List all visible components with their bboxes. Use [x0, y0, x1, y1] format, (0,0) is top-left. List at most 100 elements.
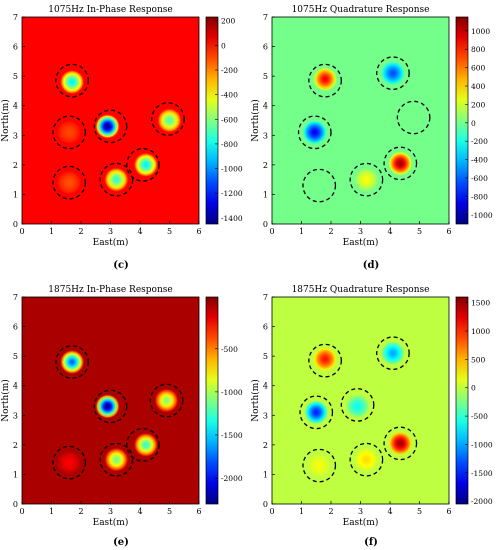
anomaly-blob: [387, 430, 413, 456]
anomaly-blob: [95, 394, 120, 419]
anomaly-blob: [302, 119, 328, 145]
chart-title: 1075Hz In-Phase Response: [48, 5, 172, 15]
x-axis-label: East(m): [93, 517, 129, 528]
y-tick-label: 5: [263, 352, 268, 361]
x-tick-label: 1: [299, 227, 304, 236]
y-axis-label: North(m): [250, 99, 261, 142]
anomaly-blob: [380, 60, 406, 86]
x-axis-label: East(m): [93, 237, 129, 248]
colorbar-tick-label: -200: [221, 66, 238, 75]
x-tick-label: 6: [446, 507, 451, 516]
y-tick-label: 3: [13, 411, 18, 420]
x-tick-label: 4: [137, 227, 142, 236]
anomaly-blob: [345, 394, 370, 419]
panel-label-f: (f): [364, 537, 378, 548]
target-outline-circle: [396, 100, 431, 135]
target-outline-circle: [52, 115, 87, 150]
target-outline-circle: [383, 426, 418, 461]
target-outline-circle: [297, 115, 332, 150]
colorbar-tick-label: -1400: [221, 214, 243, 223]
colorbar-tick-label: -1000: [221, 388, 243, 397]
colorbar-tick-label: 1500: [471, 299, 490, 308]
y-tick-label: 5: [13, 72, 18, 81]
y-tick-label: 0: [13, 500, 18, 509]
target-outline-circle: [299, 395, 334, 430]
y-tick-label: 2: [13, 161, 18, 170]
colorbar: [455, 16, 469, 225]
y-tick-label: 0: [263, 220, 268, 229]
x-tick-label: 3: [358, 227, 363, 236]
chart-panel-2: 0 1 2 3 4 5 6 0 1 2 3 4 5 6 7 1875Hz In-Phase Response E…: [0, 285, 243, 528]
x-tick-label: 2: [328, 507, 333, 516]
colorbar-tick-label: -1000: [471, 211, 493, 220]
colorbar-tick-label: -1500: [471, 469, 493, 478]
x-tick-label: 0: [19, 227, 24, 236]
anomaly-blob: [59, 69, 85, 95]
y-axis-label: North(m): [0, 99, 11, 142]
y-tick-label: 3: [13, 131, 18, 140]
target-outline-circle: [376, 56, 410, 91]
x-tick-label: 5: [417, 507, 422, 516]
y-tick-label: 3: [263, 131, 268, 140]
y-tick-label: 6: [263, 43, 268, 52]
y-tick-label: 1: [263, 470, 268, 479]
y-tick-label: 4: [13, 382, 18, 391]
y-tick-label: 1: [13, 190, 18, 199]
chart-title: 1875Hz In-Phase Response: [48, 285, 172, 295]
colorbar: [205, 16, 219, 225]
anomaly-blob: [59, 349, 85, 375]
y-tick-label: 0: [263, 500, 268, 509]
x-tick-label: 0: [269, 507, 274, 516]
plot-background: [272, 17, 449, 224]
x-tick-label: 5: [167, 227, 172, 236]
target-outline-circle: [376, 336, 410, 371]
x-tick-label: 2: [78, 227, 83, 236]
colorbar-tick-label: -1000: [221, 165, 243, 174]
anomaly-blob: [312, 346, 338, 372]
x-tick-label: 3: [108, 507, 113, 516]
x-axis-label: East(m): [343, 517, 379, 528]
y-tick-label: 1: [263, 190, 268, 199]
panel-label-d: (d): [363, 260, 379, 271]
colorbar-tick-label: -1000: [471, 440, 493, 449]
anomaly-blob: [56, 119, 82, 145]
y-tick-label: 7: [263, 13, 268, 22]
colorbar-tick-label: 0: [221, 41, 226, 50]
y-axis-label: North(m): [250, 379, 261, 422]
y-tick-label: 3: [263, 411, 268, 420]
anomaly-blob: [133, 432, 159, 458]
anomaly-blob: [56, 170, 82, 195]
colorbar-tick-label: 0: [471, 119, 476, 128]
y-tick-label: 0: [13, 220, 18, 229]
colorbar-tick-label: 800: [471, 45, 486, 54]
x-tick-label: 1: [49, 227, 54, 236]
colorbar-tick-label: -1500: [221, 431, 243, 440]
target-outline-circle: [302, 448, 337, 483]
y-axis-label: North(m): [0, 379, 11, 422]
colorbar-tick-label: -400: [221, 91, 238, 100]
target-outline-circle: [126, 147, 160, 182]
x-tick-label: 1: [299, 507, 304, 516]
colorbar-tick-label: 1000: [471, 27, 490, 36]
x-tick-label: 4: [137, 507, 142, 516]
y-tick-label: 2: [13, 441, 18, 450]
target-outline-circle: [349, 442, 384, 477]
y-tick-label: 5: [263, 72, 268, 81]
chart-title: 1875Hz Quadrature Response: [292, 285, 430, 295]
chart-title: 1075Hz Quadrature Response: [292, 5, 430, 15]
colorbar-tick-label: -500: [471, 412, 488, 421]
anomaly-blob: [387, 150, 413, 176]
target-outline-circle: [302, 168, 337, 203]
colorbar-tick-label: -600: [221, 115, 238, 124]
chart-panel-1: 0 1 2 3 4 5 6 0 1 2 3 4 5 6 7 1075Hz Quadrature Respons…: [250, 5, 493, 248]
y-tick-label: 7: [13, 13, 18, 22]
anomaly-blob: [154, 388, 179, 413]
colorbar-tick-label: -800: [471, 192, 488, 201]
colorbar-tick-label: 200: [221, 17, 236, 26]
target-outline-circle: [55, 345, 90, 379]
target-outline-circle: [149, 383, 184, 418]
anomaly-blob: [104, 167, 129, 193]
colorbar-tick-label: -2000: [471, 497, 493, 506]
target-outline-circle: [308, 343, 342, 378]
x-tick-label: 3: [358, 507, 363, 516]
